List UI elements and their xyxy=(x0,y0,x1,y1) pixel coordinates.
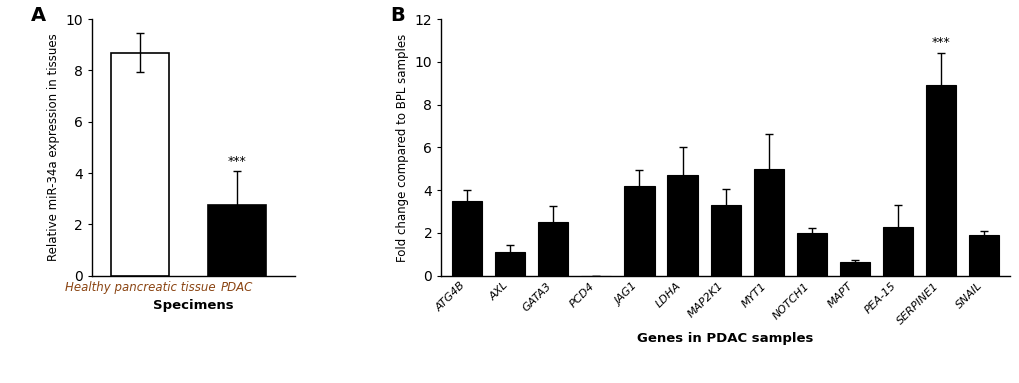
Text: B: B xyxy=(390,6,405,25)
X-axis label: Specimens: Specimens xyxy=(153,299,233,312)
Y-axis label: Fold change compared to BPL samples: Fold change compared to BPL samples xyxy=(395,33,409,262)
Bar xyxy=(666,175,697,276)
Bar xyxy=(451,201,482,276)
Bar xyxy=(208,205,266,276)
Bar xyxy=(710,205,740,276)
Text: A: A xyxy=(31,6,46,25)
Bar xyxy=(839,262,869,276)
Text: ***: *** xyxy=(227,155,246,168)
Text: ***: *** xyxy=(930,36,950,49)
Bar xyxy=(796,233,826,276)
Bar xyxy=(925,85,955,276)
X-axis label: Genes in PDAC samples: Genes in PDAC samples xyxy=(637,332,813,345)
Bar xyxy=(538,222,568,276)
Bar xyxy=(494,252,525,276)
Bar xyxy=(111,52,169,276)
Bar xyxy=(624,186,654,276)
Bar xyxy=(753,169,783,276)
Y-axis label: Relative miR-34a expression in tissues: Relative miR-34a expression in tissues xyxy=(47,34,59,261)
Bar xyxy=(881,227,912,276)
Bar xyxy=(968,235,998,276)
